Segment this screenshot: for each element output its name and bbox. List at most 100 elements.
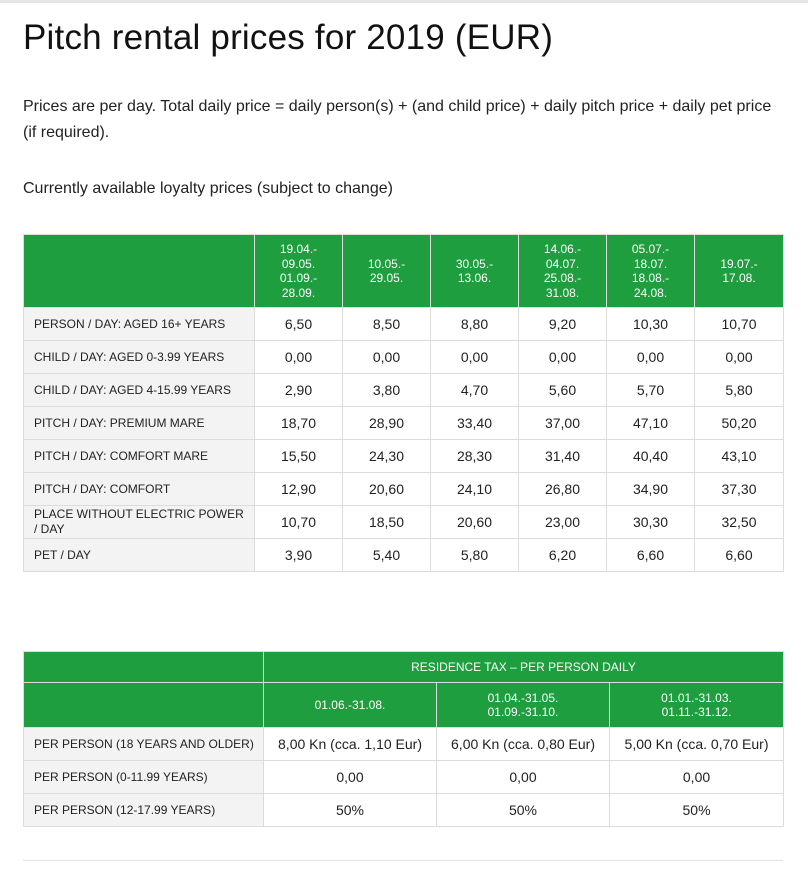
period-line: 25.08.- xyxy=(543,271,582,285)
price-cell: 0,00 xyxy=(342,340,431,374)
period-line: 04.07. xyxy=(545,256,580,271)
price-row: PET / DAY 3,90 5,40 5,80 6,20 6,60 6,60 xyxy=(23,538,784,572)
period-line: 10.05.- xyxy=(367,256,406,271)
price-cell: 50,20 xyxy=(694,406,784,440)
price-cell: 3,90 xyxy=(254,538,343,572)
tax-cell: 0,00 xyxy=(608,760,785,794)
tax-period-header-2: 01.04.-31.05. 01.09.-31.10. xyxy=(436,682,610,728)
price-cell: 6,60 xyxy=(606,538,695,572)
period-line: 09.05. xyxy=(281,256,316,271)
period-header-4: 14.06.- 04.07. 25.08.- 31.08. xyxy=(518,234,607,308)
price-cell: 5,80 xyxy=(694,373,784,407)
price-row-label: PET / DAY xyxy=(23,538,255,572)
period-line: 28.09. xyxy=(281,285,316,300)
price-cell: 0,00 xyxy=(254,340,343,374)
price-cell: 5,60 xyxy=(518,373,607,407)
price-cell: 18,50 xyxy=(342,505,431,539)
price-cell: 47,10 xyxy=(606,406,695,440)
period-line: 19.04.- xyxy=(279,242,318,256)
price-cell: 6,20 xyxy=(518,538,607,572)
pitch-prices-table: 19.04.- 09.05. 01.09.- 28.09. 10.05.- 29.05. 3… xyxy=(23,234,784,572)
tax-row-label: PER PERSON (0-11.99 YEARS) xyxy=(23,760,264,794)
price-cell: 9,20 xyxy=(518,307,607,341)
period-line: 19.07.- xyxy=(720,256,758,271)
tax-cell: 8,00 Kn (cca. 1,10 Eur) xyxy=(263,727,437,761)
price-cell: 30,30 xyxy=(606,505,695,539)
period-line: 01.06.-31.08. xyxy=(314,697,386,712)
tax-header-corner-2 xyxy=(23,682,264,728)
period-line: 14.06.- xyxy=(543,242,582,256)
period-line: 18.08.- xyxy=(631,271,670,285)
intro-text: Prices are per day. Total daily price = … xyxy=(23,98,772,141)
period-line: 30.05.- xyxy=(455,256,494,271)
period-line: 29.05. xyxy=(369,271,404,285)
tax-row: PER PERSON (18 YEARS AND OLDER) 8,00 Kn (… xyxy=(23,727,785,761)
price-cell: 10,70 xyxy=(694,307,784,341)
price-cell: 34,90 xyxy=(606,472,695,506)
price-cell: 10,70 xyxy=(254,505,343,539)
price-row-label: PITCH / DAY: PREMIUM MARE xyxy=(23,406,255,440)
residence-tax-table: RESIDENCE TAX – PER PERSON DAILY 01.06.-… xyxy=(23,651,785,827)
price-cell: 6,50 xyxy=(254,307,343,341)
price-row-label: CHILD / DAY: AGED 4-15.99 YEARS xyxy=(23,373,255,407)
price-cell: 6,60 xyxy=(694,538,784,572)
price-cell: 0,00 xyxy=(694,340,784,374)
tax-cell: 50% xyxy=(263,793,437,827)
period-line: 01.09.- xyxy=(279,271,318,285)
price-cell: 23,00 xyxy=(518,505,607,539)
period-line: 13.06. xyxy=(457,271,492,285)
price-cell: 0,00 xyxy=(430,340,519,374)
price-cell: 0,00 xyxy=(606,340,695,374)
period-header-1: 19.04.- 09.05. 01.09.- 28.09. xyxy=(254,234,343,308)
price-cell: 28,90 xyxy=(342,406,431,440)
price-cell: 20,60 xyxy=(342,472,431,506)
price-row-label: PERSON / DAY: AGED 16+ YEARS xyxy=(23,307,255,341)
price-cell: 5,40 xyxy=(342,538,431,572)
price-cell: 5,80 xyxy=(430,538,519,572)
price-cell: 37,00 xyxy=(518,406,607,440)
tax-row-label: PER PERSON (18 YEARS AND OLDER) xyxy=(23,727,264,761)
period-header-2: 10.05.- 29.05. xyxy=(342,234,431,308)
price-cell: 31,40 xyxy=(518,439,607,473)
top-divider xyxy=(0,0,808,3)
price-cell: 10,30 xyxy=(606,307,695,341)
price-cell: 37,30 xyxy=(694,472,784,506)
page-title: Pitch rental prices for 2019 (EUR) xyxy=(23,18,554,57)
price-cell: 26,80 xyxy=(518,472,607,506)
tax-cell: 0,00 xyxy=(263,760,437,794)
price-cell: 20,60 xyxy=(430,505,519,539)
price-row-label: PLACE WITHOUT ELECTRIC POWER / DAY xyxy=(23,505,255,539)
tax-title-row: RESIDENCE TAX – PER PERSON DAILY xyxy=(23,651,785,683)
price-cell: 33,40 xyxy=(430,406,519,440)
price-cell: 3,80 xyxy=(342,373,431,407)
price-row: PITCH / DAY: COMFORT 12,90 20,60 24,10 26,80… xyxy=(23,472,784,506)
price-cell: 5,70 xyxy=(606,373,695,407)
price-row-label: PITCH / DAY: COMFORT MARE xyxy=(23,439,255,473)
loyalty-note: Currently available loyalty prices (subj… xyxy=(23,180,393,197)
bottom-divider xyxy=(23,860,783,861)
price-cell: 40,40 xyxy=(606,439,695,473)
tax-title: RESIDENCE TAX – PER PERSON DAILY xyxy=(262,651,785,683)
price-cell: 4,70 xyxy=(430,373,519,407)
tax-cell: 50% xyxy=(436,793,610,827)
tax-period-row: 01.06.-31.08. 01.04.-31.05. 01.09.-31.10. 0… xyxy=(23,682,785,728)
tax-row: PER PERSON (0-11.99 YEARS) 0,00 0,00 0,00 xyxy=(23,760,785,794)
price-cell: 15,50 xyxy=(254,439,343,473)
period-line: 01.04.-31.05. xyxy=(487,690,559,705)
price-row: PERSON / DAY: AGED 16+ YEARS 6,50 8,50 8,80… xyxy=(23,307,784,341)
price-row: PITCH / DAY: COMFORT MARE 15,50 24,30 28,30… xyxy=(23,439,784,473)
prices-header-row: 19.04.- 09.05. 01.09.- 28.09. 10.05.- 29.05. 3… xyxy=(23,234,784,308)
price-row: PLACE WITHOUT ELECTRIC POWER / DAY 10,70 1… xyxy=(23,505,784,539)
price-cell: 32,50 xyxy=(694,505,784,539)
period-line: 01.09.-31.10. xyxy=(487,705,559,719)
tax-cell: 50% xyxy=(608,793,785,827)
period-line: 05.07.- xyxy=(631,242,670,256)
tax-period-header-3: 01.01.-31.03. 01.11.-31.12. xyxy=(608,682,785,728)
price-cell: 18,70 xyxy=(254,406,343,440)
price-cell: 2,90 xyxy=(254,373,343,407)
price-row-label: PITCH / DAY: COMFORT xyxy=(23,472,255,506)
tax-cell: 0,00 xyxy=(436,760,610,794)
price-cell: 0,00 xyxy=(518,340,607,374)
price-cell: 8,50 xyxy=(342,307,431,341)
price-cell: 24,10 xyxy=(430,472,519,506)
